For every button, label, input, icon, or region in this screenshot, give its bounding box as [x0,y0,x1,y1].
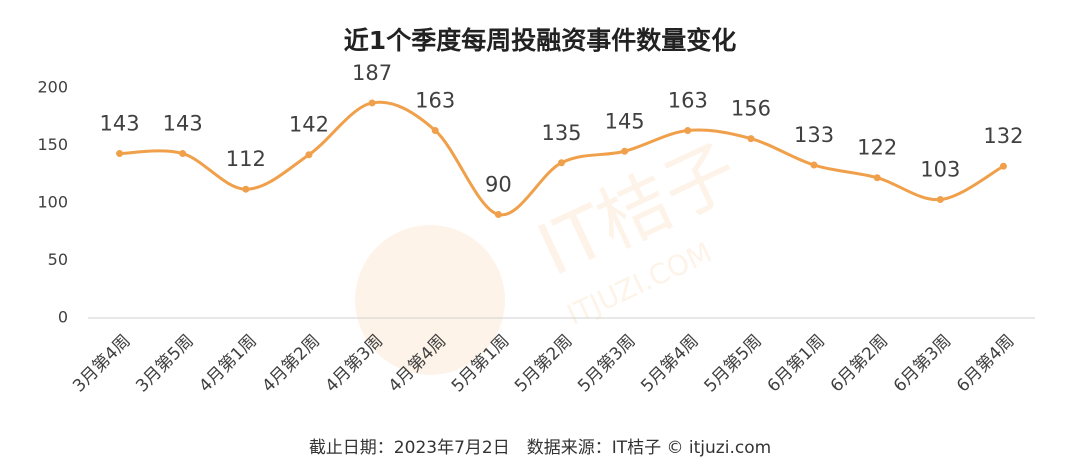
data-label: 143 [163,112,203,136]
data-label: 132 [983,124,1023,148]
data-label: 163 [668,89,708,113]
y-tick-label: 200 [37,78,68,97]
data-label: 142 [289,113,329,137]
x-tick-label: 6月第2周 [827,331,893,397]
x-tick-label: 6月第3周 [890,331,956,397]
data-label: 90 [485,173,512,197]
x-tick-label: 4月第2周 [259,331,325,397]
y-tick-label: 100 [37,193,68,212]
data-label: 112 [226,147,266,171]
data-point [242,185,250,193]
data-point [936,196,944,204]
data-label: 103 [920,158,960,182]
y-tick-label: 150 [37,135,68,154]
x-tick-label: 5月第2周 [511,331,577,397]
x-tick-label: 6月第1周 [764,331,830,397]
source-note: 截止日期：2023年7月2日 数据来源：IT桔子 © itjuzi.com [309,438,771,458]
data-label: 135 [541,121,581,145]
y-tick-label: 50 [48,250,68,269]
data-point [179,150,187,158]
data-point [305,151,313,159]
data-point [999,162,1007,170]
x-tick-label: 6月第4周 [953,331,1019,397]
data-label: 187 [352,61,392,85]
data-label: 122 [857,136,897,160]
x-tick-label: 4月第1周 [195,331,261,397]
data-point [873,174,881,182]
data-point [558,159,565,167]
x-tick-label: 5月第5周 [700,331,766,397]
data-point [684,127,692,135]
data-label: 133 [794,123,834,147]
data-point [431,127,439,135]
x-tick-label: 5月第4周 [637,331,703,397]
data-point [621,147,629,155]
data-point [810,161,818,169]
y-tick-label: 0 [58,308,68,327]
data-point [494,211,502,218]
data-label: 143 [100,112,140,136]
data-label: 156 [731,97,771,121]
data-label: 145 [605,109,645,133]
watermark-logo [355,225,505,375]
data-label: 163 [415,89,455,113]
x-tick-label: 5月第3周 [574,331,640,397]
data-point [368,99,376,107]
data-point [747,135,755,143]
x-tick-label: 3月第5周 [132,331,198,397]
chart-title: 近1个季度每周投融资事件数量变化 [344,26,736,55]
x-tick-label: 4月第3周 [322,331,388,397]
x-tick-label: 3月第4周 [69,331,135,397]
data-point [116,150,124,158]
line-series [119,100,1005,217]
